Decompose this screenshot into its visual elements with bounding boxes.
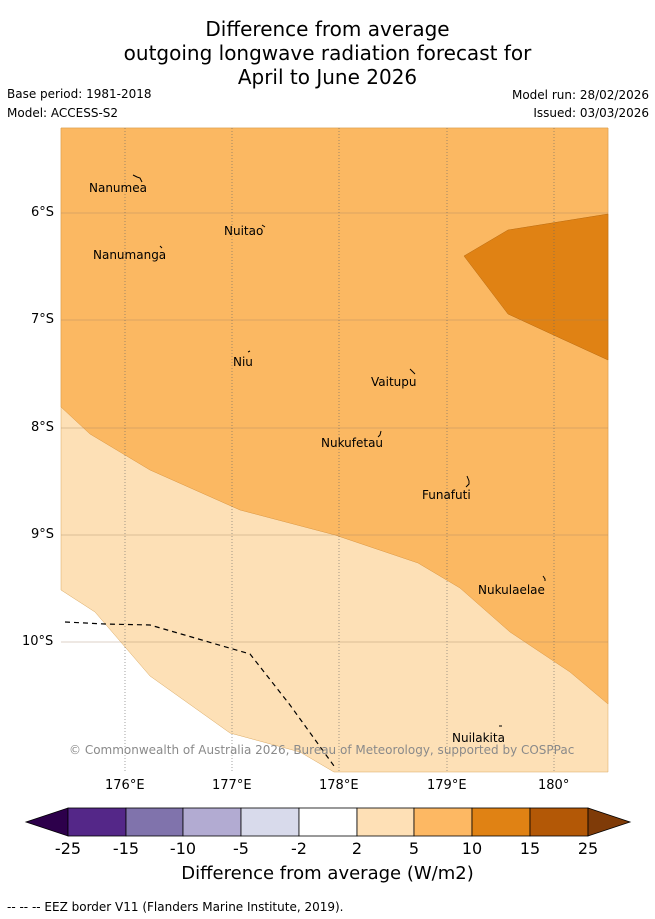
colorbar-label: -2: [291, 839, 307, 858]
island-niu: [247, 350, 251, 353]
island-nanumanga: [159, 245, 163, 249]
colorbar-label: 5: [408, 839, 420, 858]
colorbar-label: -15: [112, 839, 140, 858]
place-label-nukulaelae: Nukulaelae: [478, 583, 545, 597]
colorbar-label: 2: [351, 839, 363, 858]
colorbar-segment-15-25: [529, 807, 589, 837]
lon-label-177e: 177°E: [212, 778, 252, 793]
place-label-nanumanga: Nanumanga: [93, 248, 166, 262]
issued-date: Issued: 03/03/2026: [533, 106, 649, 120]
lon-label-178e: 178°E: [319, 778, 359, 793]
model-run: Model run: 28/02/2026: [511, 88, 649, 102]
lat-label-10s: 10°S: [22, 634, 54, 649]
colorbar-segment-minus25-minus15: [67, 807, 127, 837]
place-label-funafuti: Funafuti: [422, 488, 471, 502]
colorbar-segment-10-15: [471, 807, 531, 837]
lon-label-176e: 176°E: [105, 778, 145, 793]
copyright-notice: © Commonwealth of Australia 2026, Bureau…: [69, 743, 574, 757]
island-nuitao: [261, 224, 266, 228]
colorbar-label: -5: [233, 839, 249, 858]
lat-label-9s: 9°S: [31, 527, 55, 542]
colorbar-label: 15: [519, 839, 541, 858]
forecast-map: Nanumea Nuitao Nanumanga Niu Vaitupu Nuk…: [60, 127, 609, 773]
colorbar-segment-minus2-2: [298, 807, 358, 837]
colorbar-segment-minus5-minus2: [240, 807, 300, 837]
model-name: Model: ACCESS-S2: [7, 106, 119, 120]
colorbar-title: Difference from average (W/m2): [181, 863, 474, 884]
colorbar-label: -10: [169, 839, 197, 858]
colorbar-segment-minus10-minus5: [182, 807, 242, 837]
island-shapes: [132, 174, 546, 727]
island-vaitupu: [409, 368, 416, 375]
lon-label-180: 180°: [538, 778, 570, 793]
place-label-nuilakita: Nuilakita: [452, 731, 505, 745]
place-label-vaitupu: Vaitupu: [371, 375, 417, 389]
colorbar-segment-5-10: [413, 807, 473, 837]
eez-border-line: [64, 621, 335, 767]
island-funafuti: [465, 475, 470, 488]
anomaly-band-10-15: [463, 213, 609, 361]
eez-border-legend: -- -- -- EEZ border V11 (Flanders Marine…: [7, 900, 344, 914]
lat-label-8s: 8°S: [31, 420, 55, 435]
colorbar-segment-minus15-minus10: [125, 807, 184, 837]
colorbar-segment-2-5: [356, 807, 415, 837]
island-nukufetau: [377, 430, 382, 438]
colorbar-label: 10: [461, 839, 483, 858]
title-line-3: April to June 2026: [237, 65, 418, 89]
latitude-gridlines: [61, 212, 608, 643]
place-label-niu: Niu: [233, 355, 253, 369]
lon-label-179e: 179°E: [427, 778, 467, 793]
place-label-nukufetau: Nukufetau: [321, 436, 383, 450]
longitude-gridlines: [124, 128, 555, 772]
title-line-1: Difference from average: [205, 17, 450, 41]
colorbar-label: 25: [577, 839, 599, 858]
island-nukulaelae: [542, 575, 546, 581]
lat-label-6s: 6°S: [31, 205, 55, 220]
base-period: Base period: 1981-2018: [7, 87, 152, 101]
title-line-2: outgoing longwave radiation forecast for: [123, 41, 532, 65]
colorbar: [24, 807, 632, 837]
anomaly-band-5-10: [60, 127, 609, 705]
colorbar-label: -25: [54, 839, 82, 858]
lat-label-7s: 7°S: [31, 312, 55, 327]
place-label-nanumea: Nanumea: [89, 181, 147, 195]
island-nanumea: [132, 174, 143, 183]
place-label-nuitao: Nuitao: [224, 224, 263, 238]
colorbar-low-extension: [24, 807, 69, 837]
colorbar-high-extension: [587, 807, 632, 837]
